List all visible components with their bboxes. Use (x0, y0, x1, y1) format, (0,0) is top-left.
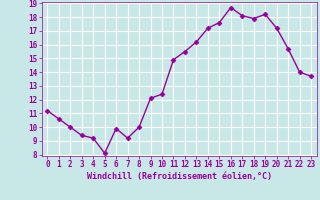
X-axis label: Windchill (Refroidissement éolien,°C): Windchill (Refroidissement éolien,°C) (87, 172, 272, 181)
